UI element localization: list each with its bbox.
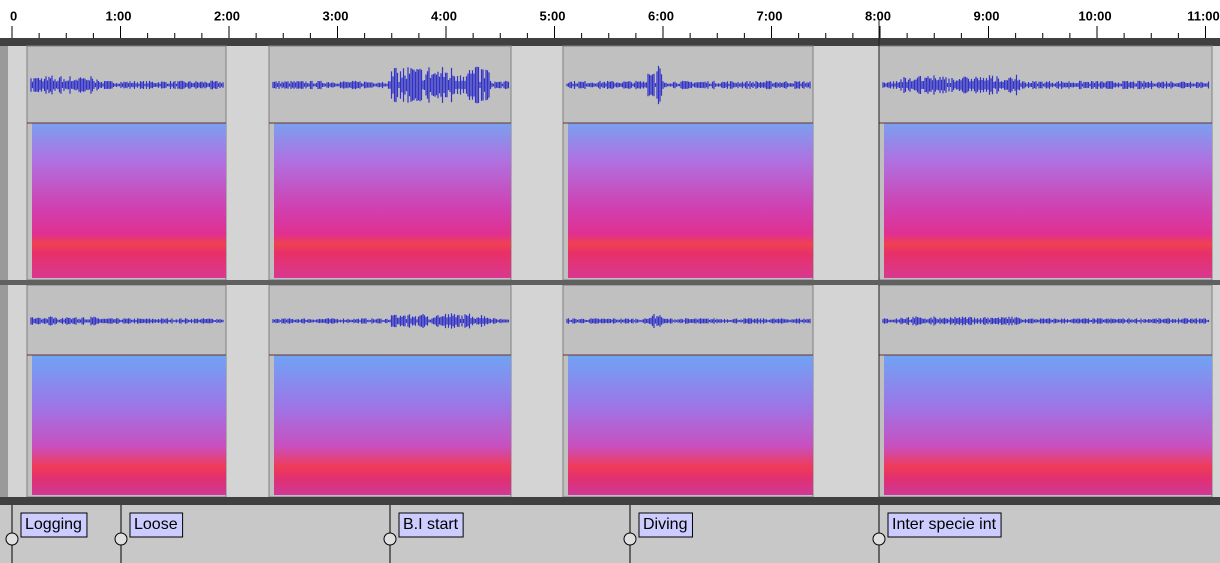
spectrogram <box>274 123 511 278</box>
label-text[interactable]: Diving <box>643 516 687 533</box>
ruler-tick-label: 7:00 <box>756 8 782 23</box>
spectrogram <box>274 355 511 495</box>
ruler-tick-label: 2:00 <box>214 8 240 23</box>
label-text[interactable]: Loose <box>134 516 178 533</box>
spectrogram <box>32 123 226 278</box>
ruler-tick-label: 0 <box>10 8 17 23</box>
label-handle[interactable] <box>384 533 396 545</box>
audacity-window: 0 1:00 2:00 3:00 4:00 5:00 6:00 7:00 8:00 9:00 10:… <box>0 0 1220 563</box>
label-text[interactable]: B.I start <box>403 516 459 533</box>
label-text[interactable]: Logging <box>25 516 82 533</box>
spectrogram <box>884 355 1212 495</box>
spectrogram <box>568 123 813 278</box>
spectrogram <box>32 355 226 495</box>
track-border <box>0 38 1220 46</box>
label-text[interactable]: Inter specie int <box>892 516 997 533</box>
ruler-tick-label: 4:00 <box>431 8 457 23</box>
ruler-tick-label: 3:00 <box>322 8 348 23</box>
spectrogram <box>568 355 813 495</box>
track-left-edge <box>0 46 8 497</box>
ruler-tick-label: 8:00 <box>865 8 891 23</box>
track-divider <box>0 280 1220 285</box>
ruler[interactable] <box>0 0 1220 38</box>
ruler-tick-label: 11:00 <box>1187 8 1220 23</box>
label-handle[interactable] <box>624 533 636 545</box>
ruler-tick-label: 10:00 <box>1078 8 1111 23</box>
ruler-tick-label: 5:00 <box>539 8 565 23</box>
ruler-tick-label: 6:00 <box>648 8 674 23</box>
label-handle[interactable] <box>6 533 18 545</box>
ruler-tick-label: 1:00 <box>105 8 131 23</box>
track-border <box>0 497 1220 505</box>
label-handle[interactable] <box>115 533 127 545</box>
spectrogram <box>884 123 1212 278</box>
label-handle[interactable] <box>873 533 885 545</box>
ruler-tick-label: 9:00 <box>973 8 999 23</box>
